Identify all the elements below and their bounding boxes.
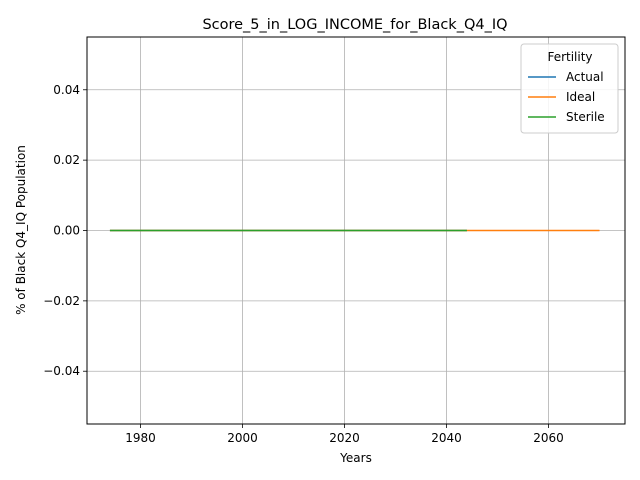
y-tick-label: 0.04 <box>53 83 80 97</box>
y-tick-label: −0.02 <box>43 294 80 308</box>
chart-title: Score_5_in_LOG_INCOME_for_Black_Q4_IQ <box>202 17 507 33</box>
legend: Fertility Actual Ideal Sterile <box>520 43 619 134</box>
legend-label: Sterile <box>566 110 605 124</box>
y-tick-label: −0.04 <box>43 364 80 378</box>
legend-label: Actual <box>566 70 604 84</box>
x-tick-label: 1980 <box>125 431 156 445</box>
legend-items: Actual Ideal Sterile <box>528 70 605 124</box>
y-tick-label: 0.02 <box>53 153 80 167</box>
x-axis-label: Years <box>339 451 372 465</box>
y-axis-ticks: −0.04 −0.02 0.00 0.02 0.04 <box>43 83 87 378</box>
legend-title: Fertility <box>547 50 592 64</box>
legend-box <box>520 43 619 134</box>
legend-label: Ideal <box>566 90 595 104</box>
x-tick-label: 2060 <box>533 431 564 445</box>
y-axis-label: % of Black Q4_IQ Population <box>14 145 28 315</box>
x-tick-label: 2040 <box>431 431 462 445</box>
x-tick-label: 2000 <box>227 431 258 445</box>
x-axis-ticks: 1980 2000 2020 2040 2060 <box>125 424 564 445</box>
x-tick-label: 2020 <box>329 431 360 445</box>
y-tick-label: 0.00 <box>53 224 80 238</box>
